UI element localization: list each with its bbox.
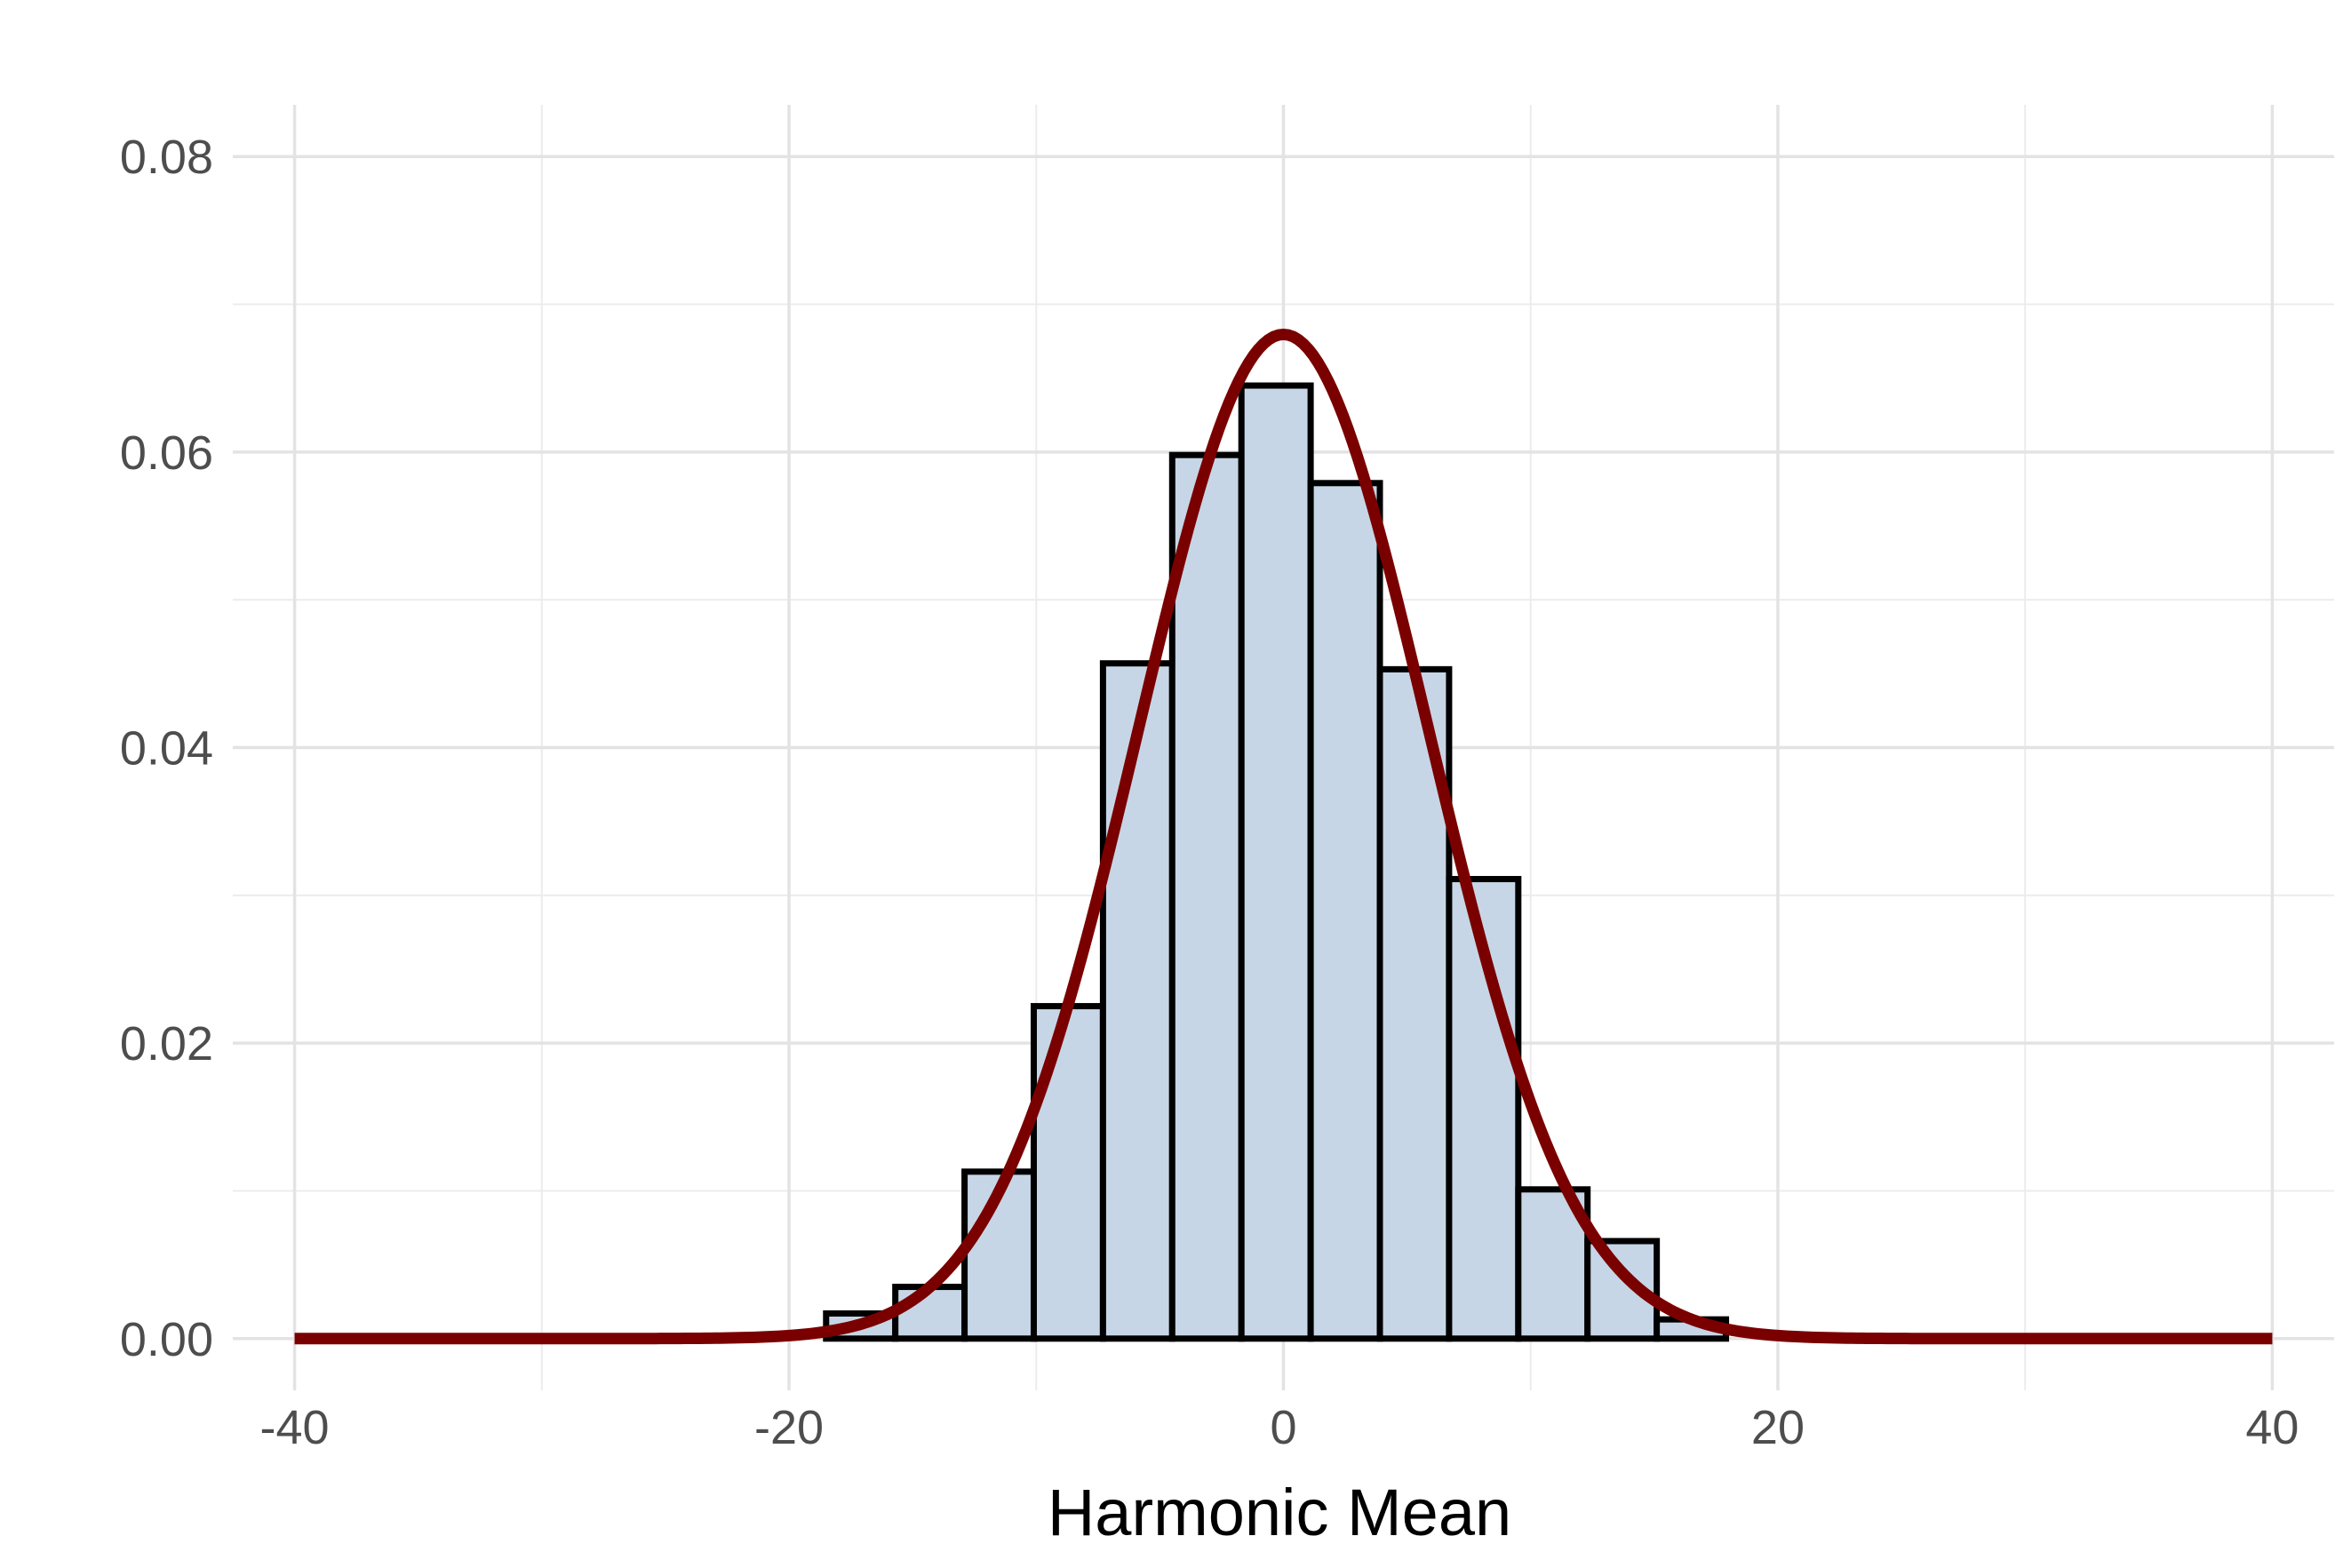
- x-axis-title: Harmonic Mean: [1048, 1476, 1511, 1549]
- x-tick-label: 0: [1270, 1401, 1296, 1454]
- y-tick-label: 0.02: [120, 1017, 213, 1071]
- x-tick-labels: -40 -20 0 20 40: [260, 1401, 2299, 1454]
- histogram-bar: [1099, 660, 1175, 1342]
- histogram-bar: [892, 1284, 968, 1342]
- y-tick-label: 0.00: [120, 1313, 213, 1366]
- y-tick-label: 0.06: [120, 426, 213, 480]
- histogram-bar: [1307, 480, 1383, 1342]
- x-tick-label: -20: [754, 1401, 824, 1454]
- density-curve: [293, 328, 2274, 1345]
- y-tick-label: 0.08: [120, 131, 213, 184]
- x-tick-label: 20: [1751, 1401, 1805, 1454]
- histogram-bar: [1030, 1003, 1106, 1342]
- histogram-bar: [1168, 451, 1245, 1342]
- histogram-bars: [823, 382, 1730, 1342]
- x-tick-label: -40: [260, 1401, 330, 1454]
- x-tick-label: 40: [2245, 1401, 2299, 1454]
- y-tick-labels: 0.00 0.02 0.04 0.06 0.08: [120, 131, 213, 1366]
- histogram-bar: [1238, 382, 1314, 1342]
- y-tick-label: 0.04: [120, 722, 213, 776]
